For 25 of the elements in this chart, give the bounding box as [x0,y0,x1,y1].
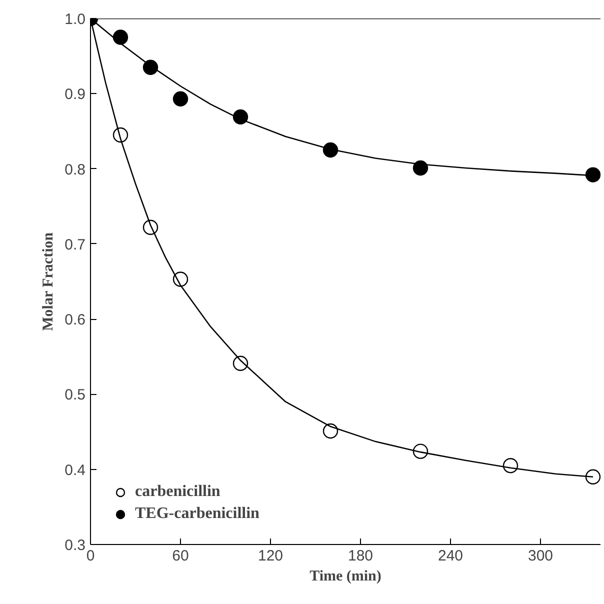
point [232,109,248,125]
point [112,30,128,45]
legend-label: TEG-carbenicillin [135,505,260,523]
y-tick-label: 0.5 [64,386,86,404]
y-tick-label: 0.8 [64,161,86,178]
x-axis-title: Time (min) [310,568,382,584]
y-tick-label: 0.9 [64,86,86,104]
y-tick-label: 0.6 [64,312,86,329]
y-tick-label: 0.7 [64,236,86,254]
x-tick-label: 180 [348,548,374,564]
x-tick-label: 120 [258,548,284,564]
point [322,423,338,439]
x-tick-label: 300 [528,548,554,564]
point [412,160,428,176]
point [585,167,600,182]
y-axis-title: Molar Fraction [40,232,57,331]
x-tick-label: 240 [438,548,464,564]
x-tick-label: 0 [86,548,95,564]
legend-label: carbenicillin [135,483,220,501]
y-tick-label: 0.3 [64,537,86,554]
x-tick-label: 60 [172,548,189,564]
y-tick-label: 1.0 [64,11,86,28]
point [585,469,600,484]
y-tick-label: 0.4 [64,462,86,479]
point [172,91,188,106]
